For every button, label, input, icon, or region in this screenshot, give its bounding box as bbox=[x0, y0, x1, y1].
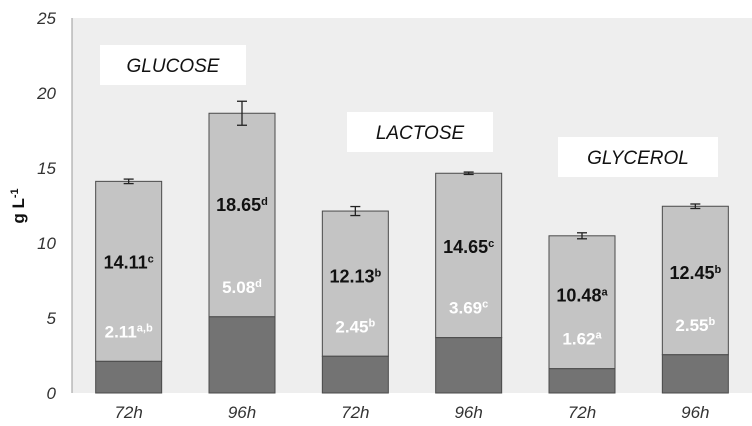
bar-group: 12.45b 2.55b bbox=[661, 203, 729, 394]
x-tick-label: 96h bbox=[228, 403, 256, 422]
y-tick-label: 25 bbox=[36, 9, 56, 28]
bar-lower-segment bbox=[95, 360, 163, 394]
lower-value-label: 2.11a,b bbox=[105, 322, 153, 341]
error-bar bbox=[237, 100, 247, 126]
group-label: GLUCOSE bbox=[127, 56, 220, 77]
y-tick-label: 15 bbox=[37, 159, 56, 178]
error-bar bbox=[577, 232, 587, 240]
bar-group: 10.48a 1.62a bbox=[548, 232, 616, 394]
bar-lower-segment bbox=[548, 368, 616, 394]
bar-upper-segment bbox=[321, 210, 389, 357]
bar-lower-segment bbox=[435, 337, 503, 394]
bar-group: 18.65d 5.08d bbox=[208, 100, 276, 394]
error-bar bbox=[123, 178, 134, 185]
group-label-box: GLUCOSE bbox=[100, 45, 246, 85]
x-tick-label: 72h bbox=[341, 403, 369, 422]
total-value-label: 14.65c bbox=[443, 237, 494, 257]
total-value-label: 10.48a bbox=[556, 286, 608, 306]
bar-group: 14.11c 2.11a,b bbox=[95, 178, 163, 394]
bar-lower-segment bbox=[208, 316, 276, 394]
y-tick-label: 5 bbox=[47, 309, 57, 328]
total-value-label: 12.45b bbox=[669, 263, 721, 283]
bar-group: 12.13b 2.45b bbox=[321, 205, 389, 394]
y-axis-label: g L-1 bbox=[9, 188, 28, 223]
y-axis-label-main: g L bbox=[9, 198, 28, 224]
lower-value-label: 3.69c bbox=[449, 299, 488, 318]
x-tick-label: 96h bbox=[454, 403, 482, 422]
total-value-label: 18.65d bbox=[216, 195, 268, 215]
x-axis-ticks: 72h 96h 72h 96h 72h 96h bbox=[114, 403, 709, 422]
lower-value-label: 2.45b bbox=[335, 317, 375, 336]
total-value-label: 12.13b bbox=[329, 266, 381, 286]
bar-upper-segment bbox=[208, 112, 276, 318]
bar-upper-segment bbox=[95, 180, 163, 362]
group-label: LACTOSE bbox=[376, 123, 465, 144]
y-tick-label: 20 bbox=[36, 84, 56, 103]
error-bar bbox=[690, 203, 701, 210]
bar-lower-segment bbox=[661, 354, 729, 394]
bar-group: 14.65c 3.69c bbox=[435, 171, 503, 394]
group-label-box: LACTOSE bbox=[347, 112, 493, 152]
group-label-box: GLYCEROL bbox=[558, 137, 718, 177]
total-value-label: 14.11c bbox=[104, 252, 154, 272]
y-axis-label-superscript: -1 bbox=[9, 188, 21, 198]
error-bar bbox=[350, 205, 361, 217]
y-tick-label: 0 bbox=[47, 384, 57, 403]
x-tick-label: 96h bbox=[681, 403, 709, 422]
x-tick-label: 72h bbox=[114, 403, 142, 422]
group-labels: GLUCOSE LACTOSE GLYCEROL bbox=[100, 45, 718, 177]
bar-upper-segment bbox=[548, 235, 616, 370]
bar-lower-segment bbox=[321, 355, 389, 394]
error-bar bbox=[463, 171, 474, 176]
lower-value-label: 2.55b bbox=[675, 316, 715, 335]
x-tick-label: 72h bbox=[568, 403, 596, 422]
y-tick-label: 10 bbox=[37, 234, 56, 253]
lower-value-label: 5.08d bbox=[222, 278, 262, 297]
lower-value-label: 1.62a bbox=[562, 330, 602, 349]
group-label: GLYCEROL bbox=[587, 148, 689, 169]
y-axis-ticks: 0 5 10 15 20 25 bbox=[36, 9, 56, 403]
bars: 14.11c 2.11a,b 18.65d 5.08d 12.13b 2.45b 14.65… bbox=[95, 100, 729, 394]
